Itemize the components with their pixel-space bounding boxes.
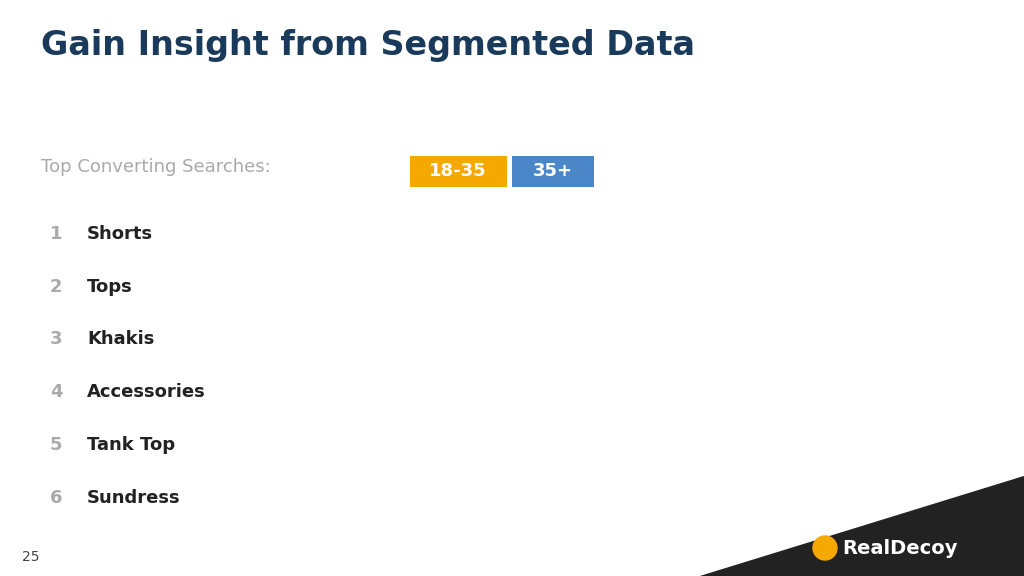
Text: Accessories: Accessories	[87, 383, 206, 401]
Text: Khakis: Khakis	[87, 331, 155, 348]
Text: RealDecoy: RealDecoy	[843, 539, 957, 558]
Text: 35+: 35+	[532, 162, 573, 180]
Text: 6: 6	[50, 489, 62, 507]
Text: 2: 2	[50, 278, 62, 295]
Text: 25: 25	[23, 550, 40, 564]
Text: Shorts: Shorts	[87, 225, 154, 242]
Circle shape	[813, 536, 837, 560]
Polygon shape	[700, 476, 1024, 576]
Text: Top Converting Searches:: Top Converting Searches:	[41, 158, 270, 176]
Text: 18-35: 18-35	[429, 162, 487, 180]
Text: Sundress: Sundress	[87, 489, 180, 507]
Text: 3: 3	[50, 331, 62, 348]
Text: Gain Insight from Segmented Data: Gain Insight from Segmented Data	[41, 29, 695, 62]
Text: 1: 1	[50, 225, 62, 242]
Text: 4: 4	[50, 383, 62, 401]
Text: Tank Top: Tank Top	[87, 436, 175, 454]
Text: 5: 5	[50, 436, 62, 454]
Text: Tops: Tops	[87, 278, 133, 295]
